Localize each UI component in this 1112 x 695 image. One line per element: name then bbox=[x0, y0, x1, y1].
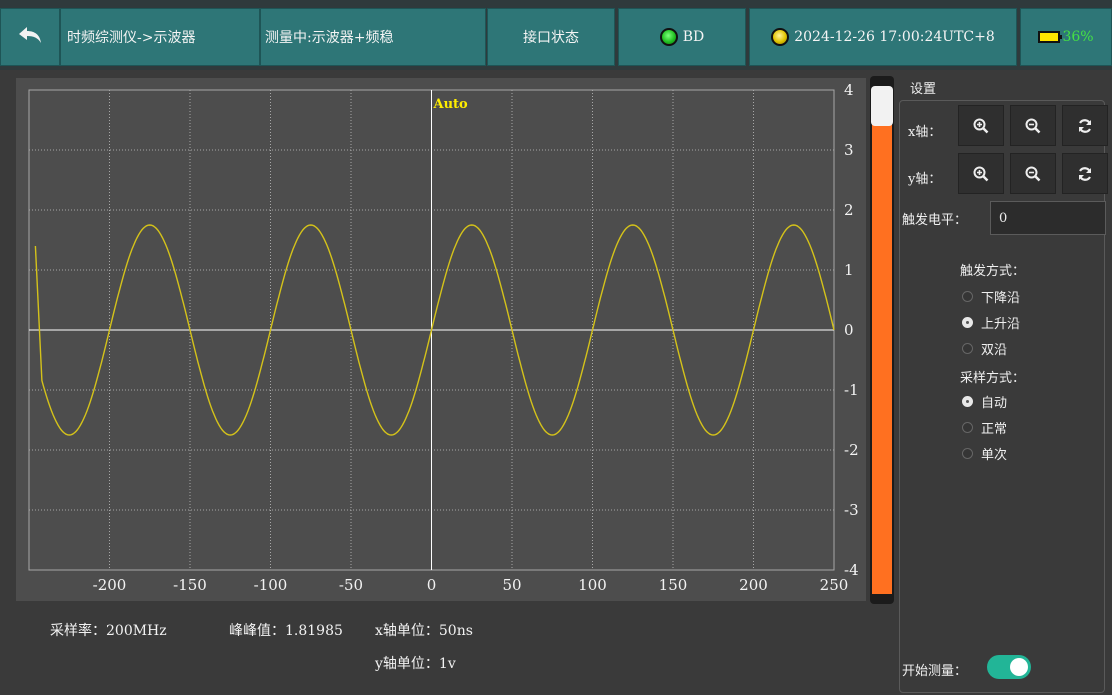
y-tick-label: 1 bbox=[844, 261, 854, 279]
interface-status-button[interactable]: 接口状态 bbox=[487, 8, 615, 66]
refresh-icon bbox=[1077, 118, 1093, 134]
page-title-cell: 时频综测仪->示波器 bbox=[60, 8, 260, 66]
bd-status[interactable]: BD bbox=[618, 8, 746, 66]
measuring-status: 测量中:示波器+频稳 bbox=[265, 30, 394, 46]
x-tick-label: -50 bbox=[339, 576, 363, 594]
bd-label: BD bbox=[682, 29, 705, 45]
x-zoom-in-button[interactable] bbox=[958, 105, 1004, 146]
sample-mode-option[interactable]: 单次 bbox=[962, 444, 1007, 463]
radio-label: 正常 bbox=[981, 422, 1008, 437]
y-tick-label: -3 bbox=[844, 501, 859, 519]
zoom-out-icon bbox=[1025, 166, 1041, 182]
x-tick-label: 0 bbox=[427, 576, 437, 594]
x-tick-label: -200 bbox=[93, 576, 127, 594]
slider-thumb[interactable] bbox=[871, 86, 893, 126]
start-measure-label: 开始测量： bbox=[902, 664, 968, 679]
zoom-in-icon bbox=[973, 118, 989, 134]
sample-mode-option[interactable]: 正常 bbox=[962, 418, 1007, 437]
slider-fill bbox=[872, 105, 892, 594]
y-tick-label: -4 bbox=[844, 561, 859, 579]
radio-button[interactable] bbox=[962, 291, 973, 302]
yellow-led-icon bbox=[771, 28, 790, 46]
y-reset-button[interactable] bbox=[1062, 153, 1108, 194]
trigger-mode-option[interactable]: 下降沿 bbox=[962, 287, 1020, 306]
waveform-chart: -200 -150 -100 -50 0 50 100 150 200 250 4 3 2 1 0 -1 -2 -… bbox=[28, 81, 859, 594]
zoom-in-icon bbox=[973, 166, 989, 182]
radio-label: 自动 bbox=[981, 396, 1008, 411]
toggle-knob bbox=[1010, 658, 1028, 676]
radio-button[interactable] bbox=[962, 396, 973, 407]
radio-label: 下降沿 bbox=[981, 291, 1021, 306]
x-tick-label: 200 bbox=[739, 576, 768, 594]
sample-rate: 采样率：200MHz bbox=[50, 623, 167, 639]
settings-title: 设置 bbox=[910, 82, 937, 97]
y-tick-label: 4 bbox=[844, 81, 854, 99]
x-tick-label: 100 bbox=[578, 576, 607, 594]
vertical-level-slider[interactable] bbox=[870, 76, 894, 604]
radio-button[interactable] bbox=[962, 343, 973, 354]
x-tick-label: -150 bbox=[173, 576, 207, 594]
page-title: 时频综测仪->示波器 bbox=[67, 30, 196, 46]
y-tick-label: 0 bbox=[844, 321, 854, 339]
trigger-mode-option[interactable]: 双沿 bbox=[962, 339, 1007, 358]
green-led-icon bbox=[659, 28, 678, 46]
battery-icon bbox=[1038, 31, 1063, 43]
trigger-mode-option[interactable]: 上升沿 bbox=[962, 313, 1020, 332]
y-tick-label: 2 bbox=[844, 201, 854, 219]
battery-percent: 36% bbox=[1062, 29, 1094, 45]
y-tick-label: 3 bbox=[844, 141, 854, 159]
x-axis-label: x轴： bbox=[908, 125, 942, 140]
y-zoom-in-button[interactable] bbox=[958, 153, 1004, 194]
radio-button[interactable] bbox=[962, 422, 973, 433]
settings-panel bbox=[899, 100, 1105, 693]
peak-to-peak: 峰峰值：1.81985 bbox=[229, 623, 343, 639]
waveform-series-line bbox=[34, 224, 835, 436]
sample-mode-title: 采样方式： bbox=[960, 371, 1026, 386]
x-tick-label: 150 bbox=[659, 576, 688, 594]
x-zoom-out-button[interactable] bbox=[1010, 105, 1056, 146]
trigger-level-input[interactable] bbox=[990, 201, 1106, 235]
x-tick-label: 250 bbox=[820, 576, 849, 594]
back-arrow-icon bbox=[17, 25, 43, 49]
radio-button[interactable] bbox=[962, 448, 973, 459]
chart-title: Auto bbox=[433, 97, 469, 112]
refresh-icon bbox=[1077, 166, 1093, 182]
x-tick-label: 50 bbox=[502, 576, 521, 594]
radio-label: 上升沿 bbox=[981, 317, 1021, 332]
x-tick-label: -100 bbox=[254, 576, 288, 594]
x-unit: x轴单位：50ns bbox=[375, 623, 473, 639]
back-button[interactable] bbox=[0, 8, 60, 66]
sample-mode-option[interactable]: 自动 bbox=[962, 392, 1007, 411]
datetime-status: 2024-12-26 17:00:24UTC+8 bbox=[749, 8, 1017, 66]
y-unit: y轴单位：1v bbox=[375, 656, 456, 672]
battery-status: 36% bbox=[1020, 8, 1112, 66]
radio-label: 双沿 bbox=[981, 343, 1008, 358]
start-measure-toggle[interactable] bbox=[987, 655, 1031, 679]
radio-label: 单次 bbox=[981, 448, 1008, 463]
oscilloscope-plot[interactable]: -200 -150 -100 -50 0 50 100 150 200 250 4 3 2 1 0 -1 -2 -… bbox=[16, 78, 866, 601]
y-tick-label: -1 bbox=[844, 381, 859, 399]
y-axis-label: y轴： bbox=[908, 172, 942, 187]
datetime-text: 2024-12-26 17:00:24UTC+8 bbox=[794, 29, 995, 45]
trigger-mode-title: 触发方式： bbox=[960, 264, 1026, 279]
status-cell: 测量中:示波器+频稳 bbox=[260, 8, 486, 66]
y-tick-label: -2 bbox=[844, 441, 859, 459]
x-reset-button[interactable] bbox=[1062, 105, 1108, 146]
top-bar: 时频综测仪->示波器 测量中:示波器+频稳 接口状态 BD 2024-12-26… bbox=[0, 0, 1112, 70]
radio-button[interactable] bbox=[962, 317, 973, 328]
zoom-out-icon bbox=[1025, 118, 1041, 134]
trigger-level-label: 触发电平： bbox=[902, 213, 968, 228]
interface-status-label: 接口状态 bbox=[523, 30, 579, 46]
y-zoom-out-button[interactable] bbox=[1010, 153, 1056, 194]
